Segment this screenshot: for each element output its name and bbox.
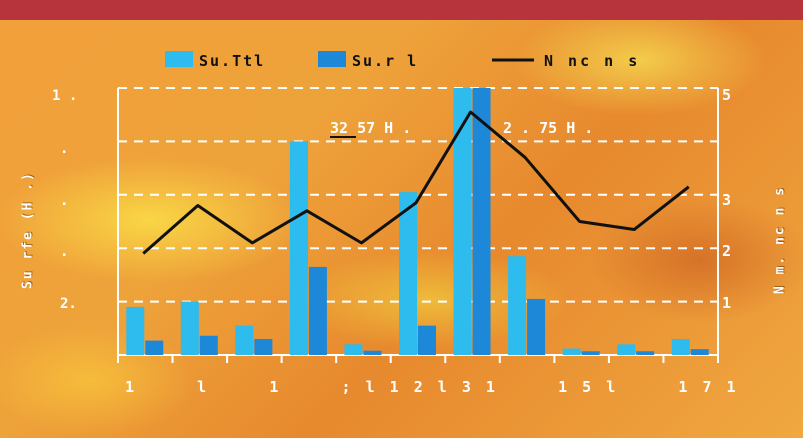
bar-rural xyxy=(472,88,491,355)
bar-rural xyxy=(308,266,327,355)
bar-rural xyxy=(199,335,218,355)
annotation-value: 32 57 H . xyxy=(330,119,411,137)
bar-rural xyxy=(527,298,546,355)
bar-total xyxy=(562,348,581,355)
y-tick-label-right: 2 xyxy=(722,242,731,260)
bar-total xyxy=(671,338,690,355)
bar-total xyxy=(508,256,527,355)
bar-rural xyxy=(418,325,436,355)
bar-rural xyxy=(254,338,273,355)
annotation-value: 2 . 75 H . xyxy=(503,119,593,137)
legend-label: Su.Ttl xyxy=(199,52,265,70)
bar-total xyxy=(180,301,199,355)
bar-total xyxy=(399,192,417,355)
bar-total xyxy=(617,344,636,355)
bar-rural xyxy=(690,349,709,355)
y-tick-label-left: 2. xyxy=(60,296,77,312)
bar-total xyxy=(289,141,308,355)
legend-label: Su.r l xyxy=(352,52,418,70)
bar-total xyxy=(126,306,145,355)
y-tick-label-left: . xyxy=(60,141,68,157)
x-tick-labels: 1 l 1 ; l 1 2 l 3 1 1 5 l 1 7 1 xyxy=(125,378,739,396)
y-tick-label-right: 5 xyxy=(722,86,731,104)
legend-swatch xyxy=(318,51,346,67)
bar-rural xyxy=(581,351,600,355)
y-tick-label-right: 3 xyxy=(722,191,731,209)
bar-total xyxy=(453,88,472,355)
bar-total xyxy=(235,325,254,355)
bar-total xyxy=(344,344,363,355)
bar-rural xyxy=(145,340,164,355)
y-tick-label-left: . xyxy=(60,244,68,260)
legend-swatch xyxy=(165,51,193,67)
y-tick-label-left: . xyxy=(60,193,68,209)
header-bar xyxy=(0,0,803,20)
line-series-count xyxy=(142,110,690,255)
bar-rural xyxy=(363,350,382,355)
bar-rural xyxy=(636,351,655,355)
y-tick-label-right: 1 xyxy=(722,294,731,312)
legend-label: N nc n s xyxy=(544,52,640,70)
y-tick-label-left: 1 . xyxy=(52,88,77,104)
